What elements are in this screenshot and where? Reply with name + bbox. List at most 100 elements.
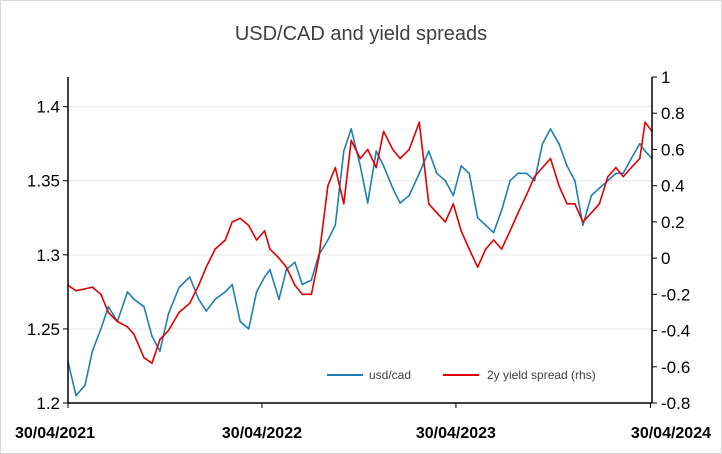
right-tick-label: -0.4 <box>661 322 690 341</box>
usdcad-point <box>408 194 411 197</box>
usdcad-point <box>391 187 394 189</box>
usdcad-point <box>224 291 227 293</box>
yield-spread-point <box>143 356 145 359</box>
usdcad-point <box>418 172 421 175</box>
usdcad-point <box>359 165 362 167</box>
yield-spread-point <box>418 121 421 124</box>
yield-spread-point <box>116 320 119 323</box>
yield-spread-point <box>269 248 271 250</box>
right-tick-label: 0 <box>661 249 670 268</box>
yield-spread-point <box>509 230 511 232</box>
usdcad-point <box>375 150 378 152</box>
usdcad-point <box>366 202 369 204</box>
usdcad-point <box>91 350 94 352</box>
yield-spread-point <box>644 121 646 124</box>
usdcad-point <box>269 268 271 271</box>
yield-spread-point <box>428 203 430 205</box>
yield-spread-point <box>318 257 320 259</box>
yield-spread-point <box>126 326 129 328</box>
yield-spread-point <box>436 212 438 214</box>
usdcad-point <box>205 310 207 312</box>
yield-spread-point <box>391 148 394 151</box>
usdcad-point <box>159 350 161 352</box>
left-tick-label: 1.35 <box>27 172 60 191</box>
yield-spread-point <box>492 239 495 241</box>
yield-spread-point <box>382 130 385 133</box>
x-tick-label: 30/04/2021 <box>15 425 95 442</box>
right-tick-label: 0.8 <box>661 104 685 123</box>
gridlines <box>68 106 652 330</box>
left-tick-label: 1.25 <box>27 320 60 339</box>
yield-spread-point <box>468 248 471 250</box>
x-axis-ticks: 30/04/2021 30/04/2022 30/04/2023 30/04/2024 <box>15 403 711 442</box>
usdcad-point <box>100 328 102 330</box>
usdcad-point <box>541 142 544 145</box>
x-tick-label: 30/04/2023 <box>416 425 496 442</box>
usdcad-point <box>126 291 129 293</box>
yield-spread-point <box>375 166 378 169</box>
usdcad-point <box>509 179 511 182</box>
right-tick-label: -0.6 <box>661 358 690 377</box>
yield-spread-point <box>408 148 411 151</box>
usdcad-point <box>188 276 191 278</box>
usdcad-point <box>622 172 625 175</box>
yield-spread-point <box>350 139 353 142</box>
right-tick-label: -0.2 <box>661 285 690 304</box>
usdcad-point <box>343 150 345 152</box>
usdcad-point <box>558 142 560 145</box>
right-tick-label: 0.2 <box>661 213 685 232</box>
usdcad-point <box>167 313 170 315</box>
yield-spread-point <box>334 166 337 169</box>
yield-spread-point <box>133 333 135 336</box>
right-tick-label: 0.6 <box>661 140 685 159</box>
usdcad-point <box>468 172 471 175</box>
x-tick-label: 30/04/2022 <box>222 425 302 442</box>
usdcad-point <box>133 298 135 301</box>
yield-spread-point <box>630 166 633 169</box>
yield-spread-point <box>517 212 519 214</box>
yield-spread-point <box>500 248 503 250</box>
yield-spread-point <box>301 293 304 296</box>
yield-spread-point <box>178 311 180 314</box>
usdcad-point <box>590 194 593 197</box>
yield-spread-point <box>188 302 191 305</box>
yield-spread-point <box>574 203 576 205</box>
usdcad-point <box>452 194 455 197</box>
yield-spread-point <box>197 284 200 287</box>
yield-spread-point <box>590 212 593 214</box>
yield-spread-point <box>75 289 77 292</box>
usdcad-point <box>399 202 401 204</box>
yield-spread-point <box>327 184 329 187</box>
left-tick-label: 1.4 <box>36 98 60 117</box>
usdcad-point <box>301 283 304 286</box>
yield-spread-point <box>444 221 447 223</box>
usdcad-point <box>334 224 337 226</box>
usdcad-point <box>84 384 86 387</box>
left-tick-label: 1.2 <box>36 394 60 413</box>
usdcad-point <box>294 261 296 264</box>
yield-spread-point <box>549 157 552 160</box>
legend-label-spread: 2y yield spread (rhs) <box>487 368 596 382</box>
yield-spread-point <box>159 338 161 341</box>
usdcad-point <box>310 279 313 281</box>
usdcad-point <box>549 128 552 130</box>
yield-spread-point <box>366 148 369 151</box>
usdcad-point <box>278 298 280 301</box>
usdcad-point <box>525 172 528 175</box>
yield-spread-point <box>310 293 313 296</box>
axes <box>67 77 653 404</box>
yield-spread-point <box>607 175 609 178</box>
yield-spread-point <box>224 239 227 241</box>
usdcad-point <box>214 298 216 301</box>
yield-spread-point <box>343 203 345 205</box>
yield-spread-point <box>84 288 86 290</box>
usdcad-point <box>644 150 646 152</box>
left-tick-label: 1.3 <box>36 246 60 265</box>
yield-spread-point <box>91 286 94 288</box>
usdcad-point <box>263 276 266 278</box>
yield-spread-point <box>533 175 536 178</box>
yield-spread-point <box>205 266 207 269</box>
yield-spread-point <box>399 157 401 160</box>
